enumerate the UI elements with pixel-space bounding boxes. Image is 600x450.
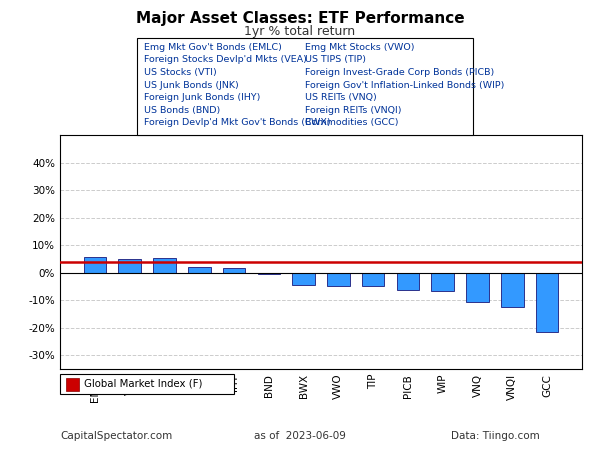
Text: Emg Mkt Stocks (VWO): Emg Mkt Stocks (VWO) <box>305 43 415 52</box>
Bar <box>397 273 419 290</box>
Text: Global Market Index (F): Global Market Index (F) <box>84 379 203 389</box>
Bar <box>536 273 558 332</box>
Text: Emg Mkt Gov't Bonds (EMLC): Emg Mkt Gov't Bonds (EMLC) <box>144 43 282 52</box>
Text: Foreign Devlp'd Mkt Gov't Bonds (BWX): Foreign Devlp'd Mkt Gov't Bonds (BWX) <box>144 118 331 127</box>
Text: Foreign Gov't Inflation-Linked Bonds (WIP): Foreign Gov't Inflation-Linked Bonds (WI… <box>305 81 504 90</box>
Text: US TIPS (TIP): US TIPS (TIP) <box>305 55 366 64</box>
Text: Foreign Stocks Devlp'd Mkts (VEA): Foreign Stocks Devlp'd Mkts (VEA) <box>144 55 307 64</box>
Bar <box>362 273 385 286</box>
Bar <box>501 273 524 307</box>
Bar <box>466 273 489 302</box>
Text: Foreign Invest-Grade Corp Bonds (PICB): Foreign Invest-Grade Corp Bonds (PICB) <box>305 68 494 77</box>
Text: 1yr % total return: 1yr % total return <box>244 25 356 38</box>
Bar <box>188 267 211 273</box>
Bar <box>153 258 176 273</box>
Text: Foreign REITs (VNQI): Foreign REITs (VNQI) <box>305 106 401 115</box>
Text: CapitalSpectator.com: CapitalSpectator.com <box>60 431 172 441</box>
Text: US Bonds (BND): US Bonds (BND) <box>144 106 220 115</box>
Text: Commodities (GCC): Commodities (GCC) <box>305 118 398 127</box>
Text: US Stocks (VTI): US Stocks (VTI) <box>144 68 217 77</box>
Bar <box>223 268 245 273</box>
Text: Major Asset Classes: ETF Performance: Major Asset Classes: ETF Performance <box>136 11 464 26</box>
Text: as of  2023-06-09: as of 2023-06-09 <box>254 431 346 441</box>
Bar <box>292 273 315 285</box>
Text: Foreign Junk Bonds (IHY): Foreign Junk Bonds (IHY) <box>144 93 260 102</box>
Text: US REITs (VNQ): US REITs (VNQ) <box>305 93 377 102</box>
Bar <box>118 259 141 273</box>
Bar <box>327 273 350 286</box>
Bar <box>431 273 454 291</box>
Text: Data: Tiingo.com: Data: Tiingo.com <box>451 431 540 441</box>
Bar <box>84 256 106 273</box>
Bar <box>257 273 280 274</box>
Text: US Junk Bonds (JNK): US Junk Bonds (JNK) <box>144 81 239 90</box>
